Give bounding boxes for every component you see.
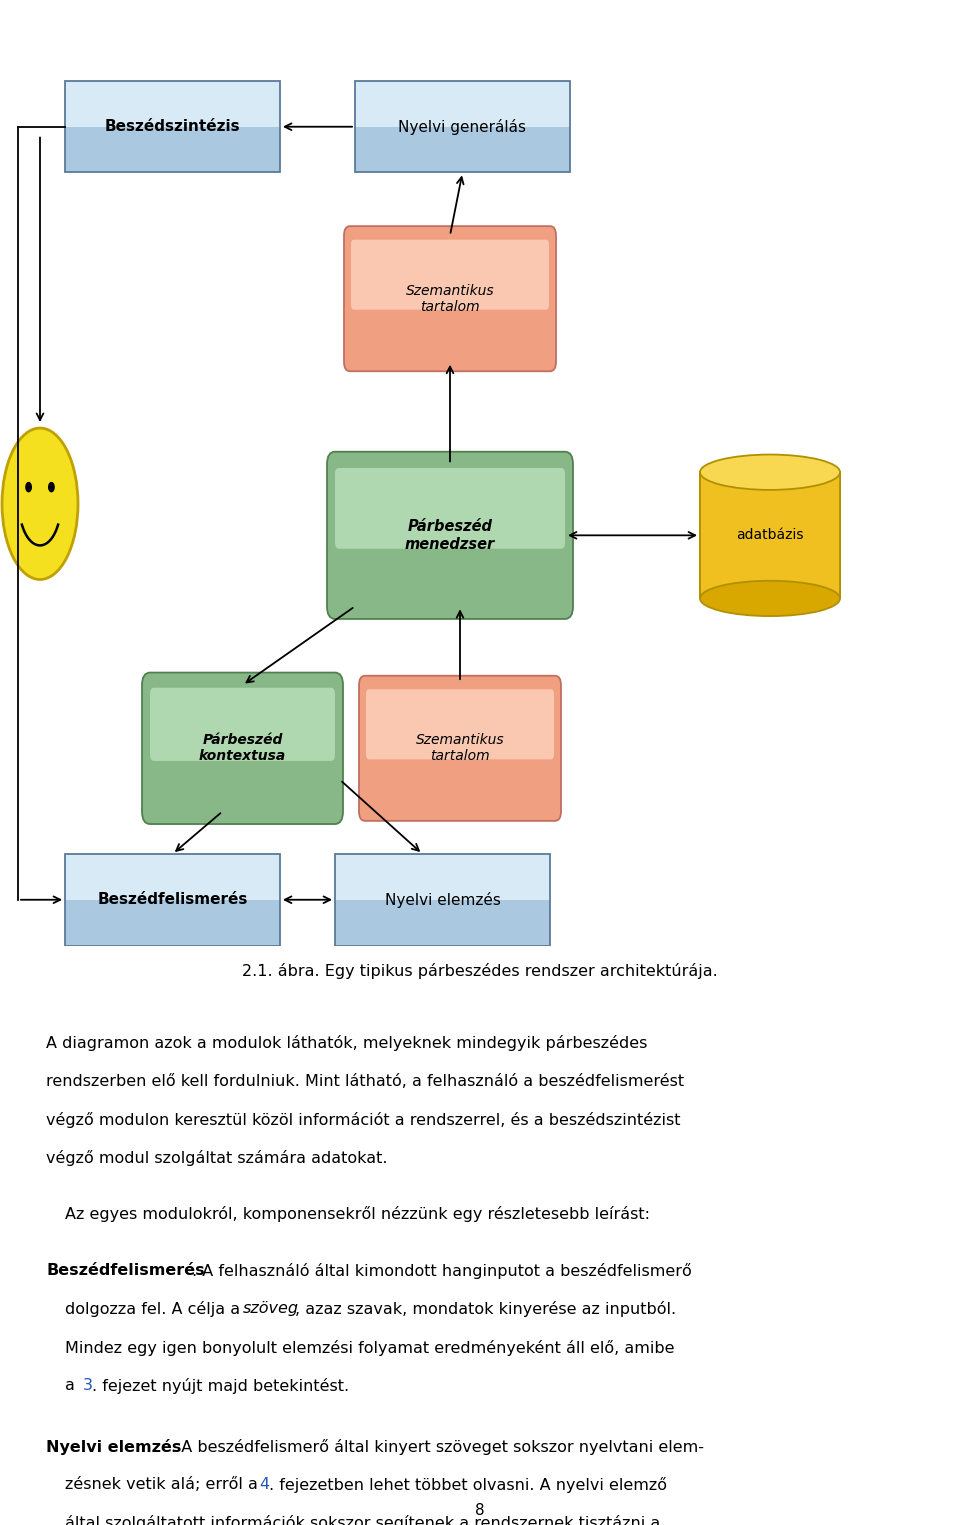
Text: a: a: [65, 1377, 81, 1392]
Text: . fejezet nyújt majd betekintést.: . fejezet nyújt majd betekintést.: [92, 1377, 349, 1394]
FancyBboxPatch shape: [327, 451, 573, 619]
Text: . A beszédfelismerő által kinyert szöveget sokszor nyelvtani elem-: . A beszédfelismerő által kinyert szöveg…: [171, 1440, 704, 1455]
FancyBboxPatch shape: [335, 468, 565, 549]
Ellipse shape: [700, 581, 840, 616]
Text: Beszédszintézis: Beszédszintézis: [105, 119, 240, 134]
Ellipse shape: [25, 482, 32, 493]
FancyBboxPatch shape: [65, 81, 280, 127]
Text: Párbeszéd
menedzser: Párbeszéd menedzser: [405, 518, 495, 552]
Text: Nyelvi generálás: Nyelvi generálás: [398, 119, 526, 134]
Text: A diagramon azok a modulok láthatók, melyeknek mindegyik párbeszédes: A diagramon azok a modulok láthatók, mel…: [46, 1035, 647, 1051]
Text: rendszerben elő kell fordulniuk. Mint látható, a felhasználó a beszédfelismerést: rendszerben elő kell fordulniuk. Mint lá…: [46, 1074, 684, 1089]
FancyBboxPatch shape: [142, 673, 343, 824]
Text: Mindez egy igen bonyolult elemzési folyamat eredményeként áll elő, amibe: Mindez egy igen bonyolult elemzési folya…: [65, 1339, 675, 1356]
Text: 8: 8: [475, 1504, 485, 1517]
Text: . A felhasználó által kimondott hanginputot a beszédfelismerő: . A felhasználó által kimondott hanginpu…: [192, 1263, 692, 1279]
FancyBboxPatch shape: [359, 676, 561, 820]
FancyBboxPatch shape: [335, 854, 550, 900]
FancyBboxPatch shape: [65, 127, 280, 172]
Ellipse shape: [48, 482, 55, 493]
Text: , azaz szavak, mondatok kinyerése az inputból.: , azaz szavak, mondatok kinyerése az inp…: [295, 1301, 676, 1318]
Text: Az egyes modulokról, komponensekről nézzünk egy részletesebb leírást:: Az egyes modulokról, komponensekről nézz…: [65, 1206, 650, 1222]
Text: Nyelvi elemzés: Nyelvi elemzés: [46, 1440, 181, 1455]
Text: végző modulon keresztül közöl információt a rendszerrel, és a beszédszintézist: végző modulon keresztül közöl információ…: [46, 1112, 681, 1128]
FancyBboxPatch shape: [65, 900, 280, 946]
Text: 4: 4: [259, 1478, 270, 1493]
FancyBboxPatch shape: [335, 900, 550, 946]
FancyBboxPatch shape: [355, 127, 570, 172]
FancyBboxPatch shape: [65, 854, 280, 900]
FancyBboxPatch shape: [351, 239, 549, 310]
FancyBboxPatch shape: [700, 473, 840, 598]
FancyBboxPatch shape: [344, 226, 556, 371]
Text: Szemantikus
tartalom: Szemantikus tartalom: [406, 284, 494, 314]
Text: Beszédfelismerés: Beszédfelismerés: [97, 892, 248, 907]
Text: dolgozza fel. A célja a: dolgozza fel. A célja a: [65, 1301, 246, 1318]
Ellipse shape: [2, 429, 78, 580]
FancyBboxPatch shape: [366, 689, 554, 759]
Ellipse shape: [700, 454, 840, 490]
Text: 2.1. ábra. Egy tipikus párbeszédes rendszer architektúrája.: 2.1. ábra. Egy tipikus párbeszédes rends…: [242, 962, 718, 979]
FancyBboxPatch shape: [355, 81, 570, 127]
Text: Szemantikus
tartalom: Szemantikus tartalom: [416, 734, 504, 764]
Text: által szolgáltatott információk sokszor segítenek a rendszernek tisztázni a: által szolgáltatott információk sokszor …: [65, 1516, 660, 1525]
Text: adatbázis: adatbázis: [736, 528, 804, 543]
Text: szöveg: szöveg: [243, 1301, 299, 1316]
Text: végző modul szolgáltat számára adatokat.: végző modul szolgáltat számára adatokat.: [46, 1150, 388, 1167]
Text: Nyelvi elemzés: Nyelvi elemzés: [385, 892, 500, 907]
Text: 3: 3: [83, 1377, 92, 1392]
Text: . fejezetben lehet többet olvasni. A nyelvi elemző: . fejezetben lehet többet olvasni. A nye…: [269, 1478, 667, 1493]
FancyBboxPatch shape: [700, 473, 840, 596]
FancyBboxPatch shape: [150, 688, 335, 761]
Text: zésnek vetik alá; erről a: zésnek vetik alá; erről a: [65, 1478, 263, 1493]
Text: Párbeszéd
kontextusa: Párbeszéd kontextusa: [199, 734, 286, 764]
Text: Beszédfelismerés: Beszédfelismerés: [46, 1263, 204, 1278]
